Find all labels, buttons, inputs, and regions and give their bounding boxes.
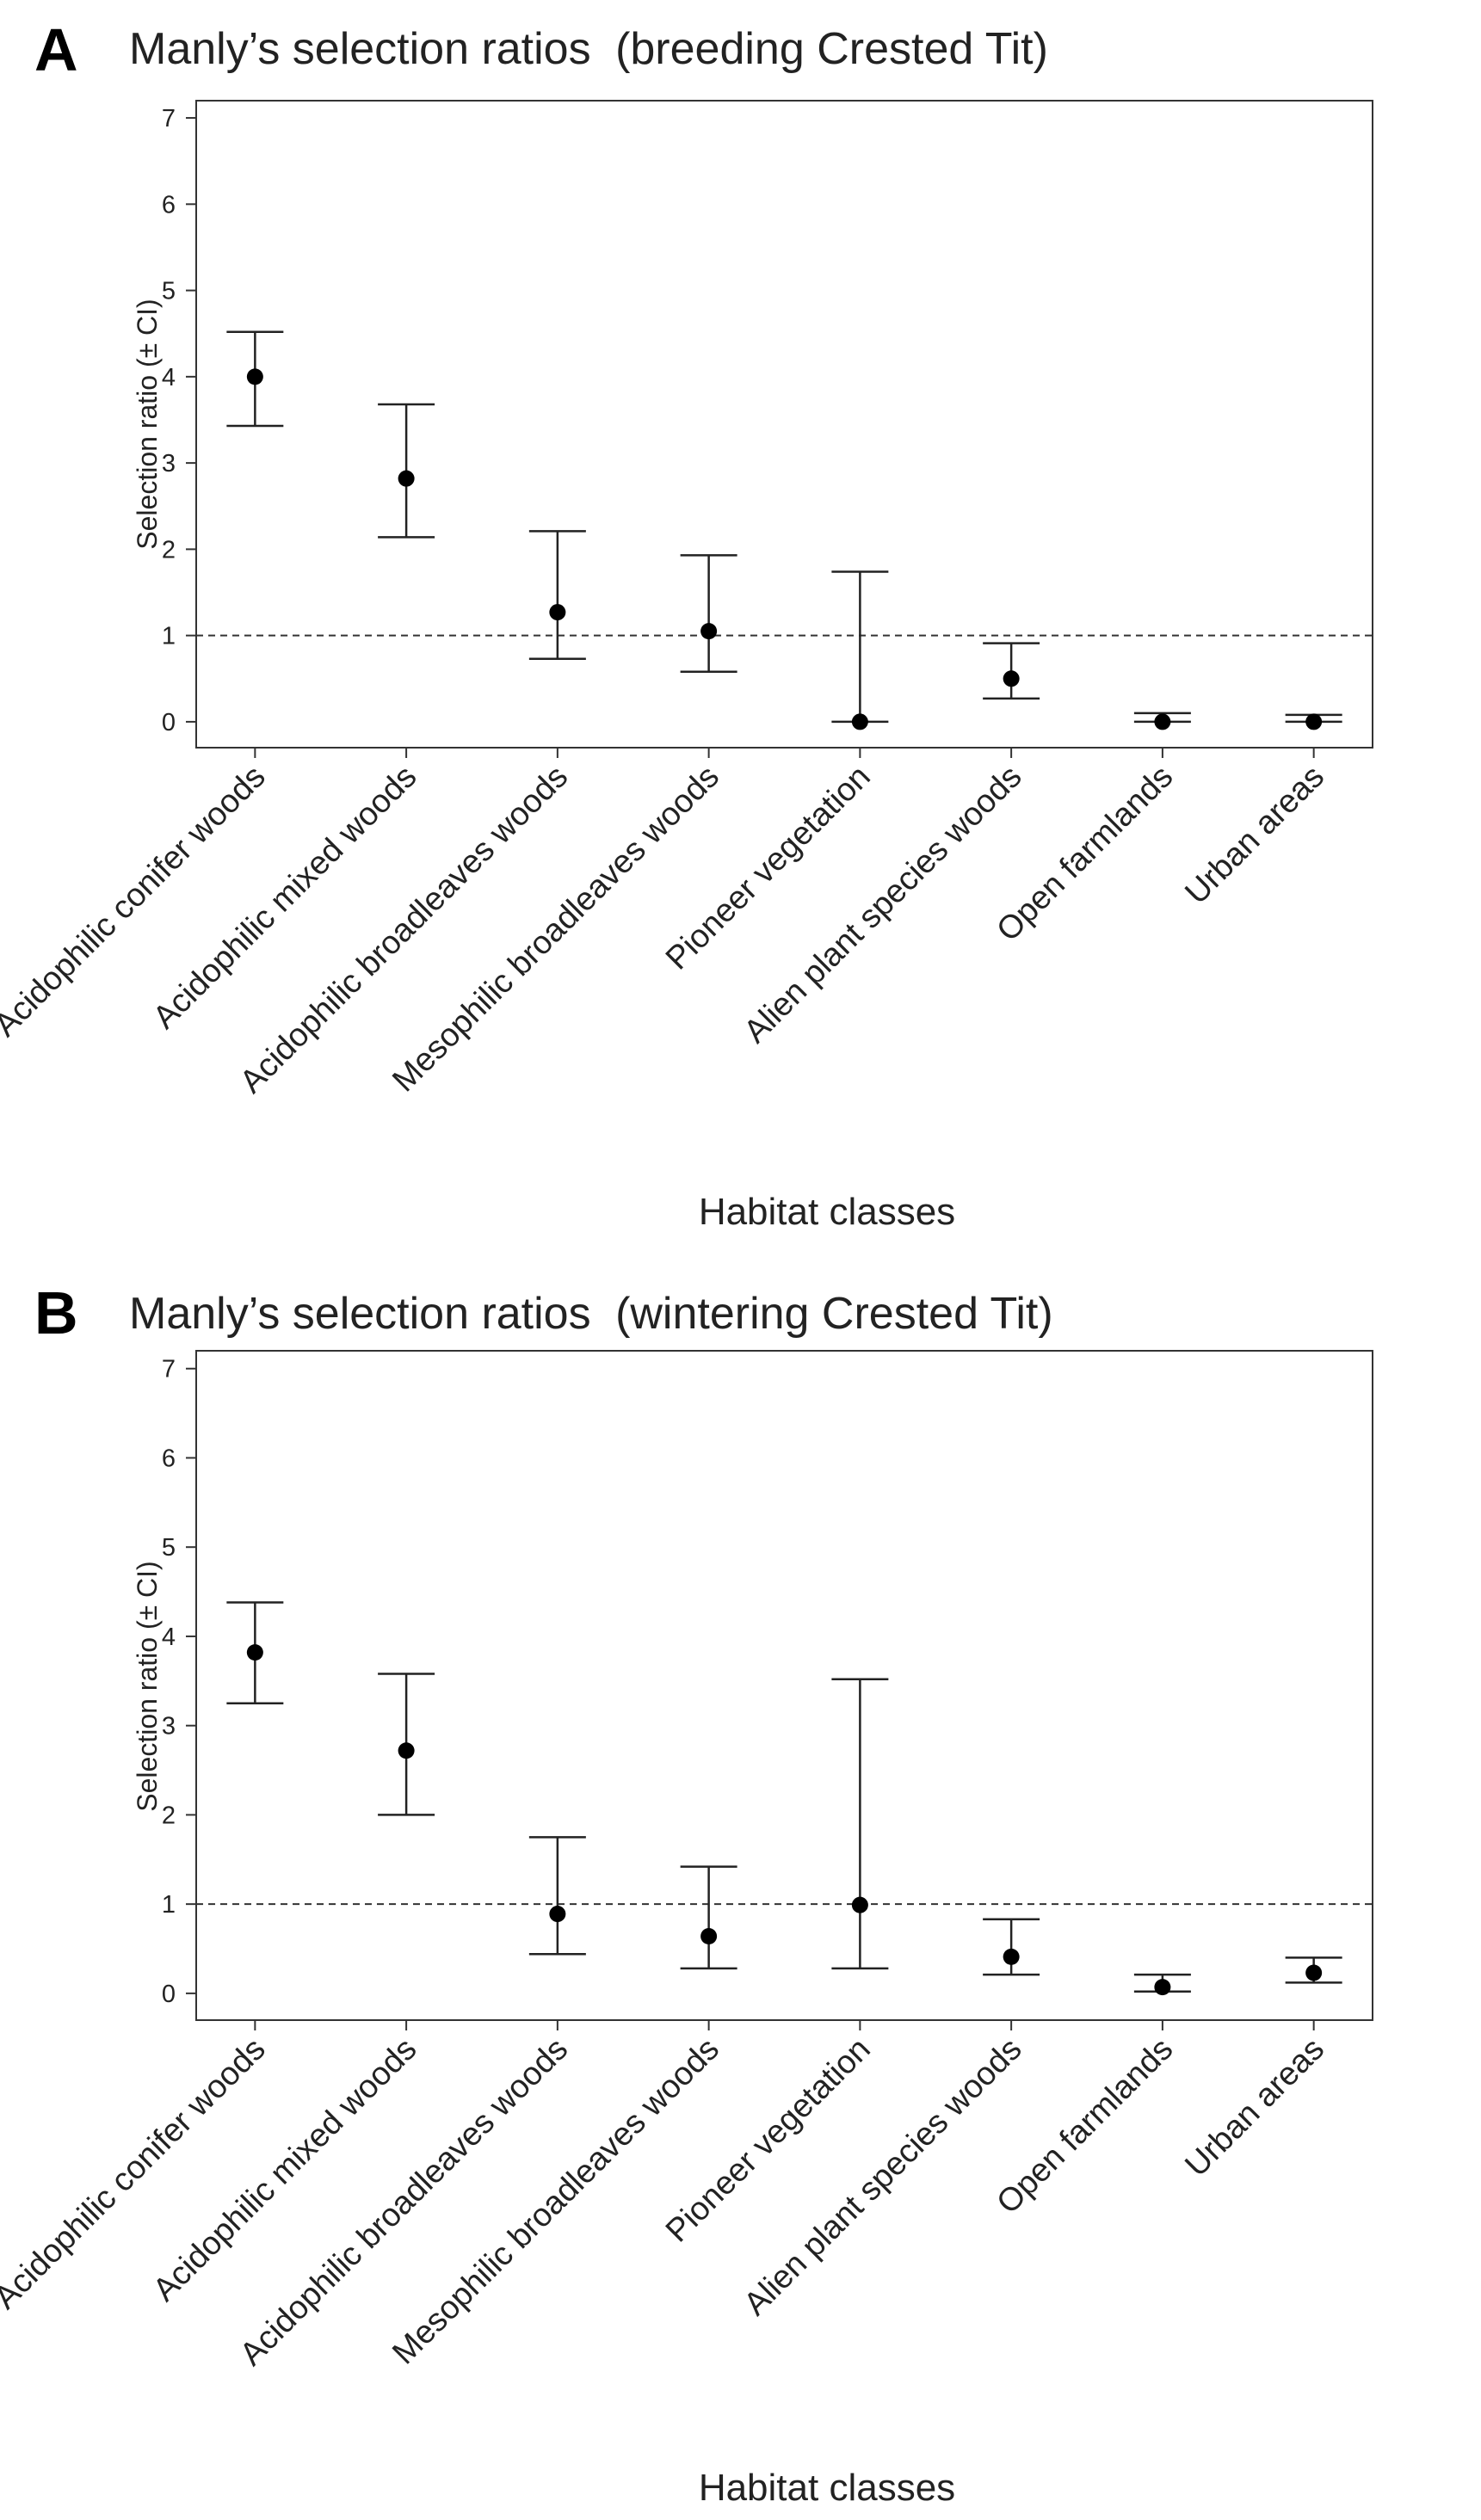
data-point <box>246 368 263 385</box>
category-label: Urban areas <box>1178 759 1331 912</box>
y-tick-label: 5 <box>162 1534 176 1562</box>
category-label: Acidophilic conifer woods <box>0 759 273 1044</box>
category-label: Acidophilic conifer woods <box>0 2031 273 2316</box>
category-label: Acidophilic mixed woods <box>146 2031 423 2308</box>
data-point <box>700 623 718 640</box>
data-point <box>398 1742 415 1759</box>
category-label: Acidophilic broadleaves woods <box>233 2031 575 2373</box>
data-point <box>246 1644 263 1661</box>
data-point <box>398 470 415 487</box>
y-tick-label: 3 <box>162 450 176 478</box>
data-point <box>1305 1964 1323 1981</box>
data-point <box>1154 713 1171 730</box>
y-tick-label: 4 <box>162 1624 176 1651</box>
panel-a: A Manly’s selection ratios (breeding Cre… <box>0 16 1373 1233</box>
data-point <box>1003 1948 1020 1965</box>
data-point <box>1154 1979 1171 1996</box>
plot-frame <box>195 1350 1373 2021</box>
x-ticks <box>254 2020 1315 2030</box>
chart-title: Manly’s selection ratios (breeding Crest… <box>129 24 1048 74</box>
category-label: Urban areas <box>1178 2031 1331 2184</box>
data-point <box>549 1906 566 1923</box>
y-tick-label: 5 <box>162 278 176 305</box>
y-tick-label: 3 <box>162 1713 176 1741</box>
y-tick-label: 2 <box>162 1802 176 1829</box>
panel-letter: B <box>34 1279 78 1346</box>
plot-frame <box>195 100 1373 749</box>
data-point <box>851 1896 868 1913</box>
y-axis-title: Selection ratio (± CI) <box>132 1561 163 1811</box>
panel-b: B Manly’s selection ratios (wintering Cr… <box>0 1279 1373 2509</box>
panel-letter: A <box>34 16 78 83</box>
chart-title-main: Manly’s selection ratios <box>129 1289 591 1339</box>
y-tick-label: 7 <box>162 1356 176 1383</box>
data-marks <box>226 330 1342 730</box>
y-tick-label: 1 <box>162 1891 176 1919</box>
x-ticks <box>254 748 1315 758</box>
y-axis-title: Selection ratio (± CI) <box>132 299 163 549</box>
y-tick-label: 2 <box>162 536 176 564</box>
y-ticks: 0 1 2 3 4 5 6 7 <box>162 105 196 736</box>
category-label: Acidophilic broadleaves woods <box>233 759 575 1100</box>
x-axis-title: Habitat classes <box>699 2467 955 2509</box>
y-tick-label: 0 <box>162 709 176 736</box>
data-point <box>700 1927 718 1944</box>
y-ticks: 0 1 2 3 4 5 6 7 <box>162 1356 196 2008</box>
category-label: Mesophilic broadleaves woods <box>386 759 726 1100</box>
y-tick-label: 6 <box>162 1445 176 1472</box>
category-label: Acidophilic mixed woods <box>146 759 423 1036</box>
y-tick-label: 0 <box>162 1981 176 2008</box>
chart-title: Manly’s selection ratios (wintering Cres… <box>129 1289 1053 1339</box>
chart-subtitle: (wintering Crested Tit) <box>615 1289 1053 1339</box>
data-point <box>1003 670 1020 687</box>
data-point <box>851 713 868 730</box>
y-tick-label: 4 <box>162 364 176 391</box>
x-axis-title: Habitat classes <box>699 1191 955 1233</box>
category-label: Mesophilic broadleaves woods <box>386 2031 726 2372</box>
data-marks <box>226 1601 1342 1996</box>
y-tick-label: 1 <box>162 623 176 650</box>
category-label: Alien plant species woods <box>737 2031 1029 2323</box>
chart-title-main: Manly’s selection ratios <box>129 24 591 74</box>
y-tick-label: 7 <box>162 105 176 132</box>
y-tick-label: 6 <box>162 191 176 219</box>
data-point <box>1305 713 1323 730</box>
category-label: Alien plant species woods <box>737 759 1029 1051</box>
data-point <box>549 604 566 621</box>
chart-subtitle: (breeding Crested Tit) <box>615 24 1048 74</box>
